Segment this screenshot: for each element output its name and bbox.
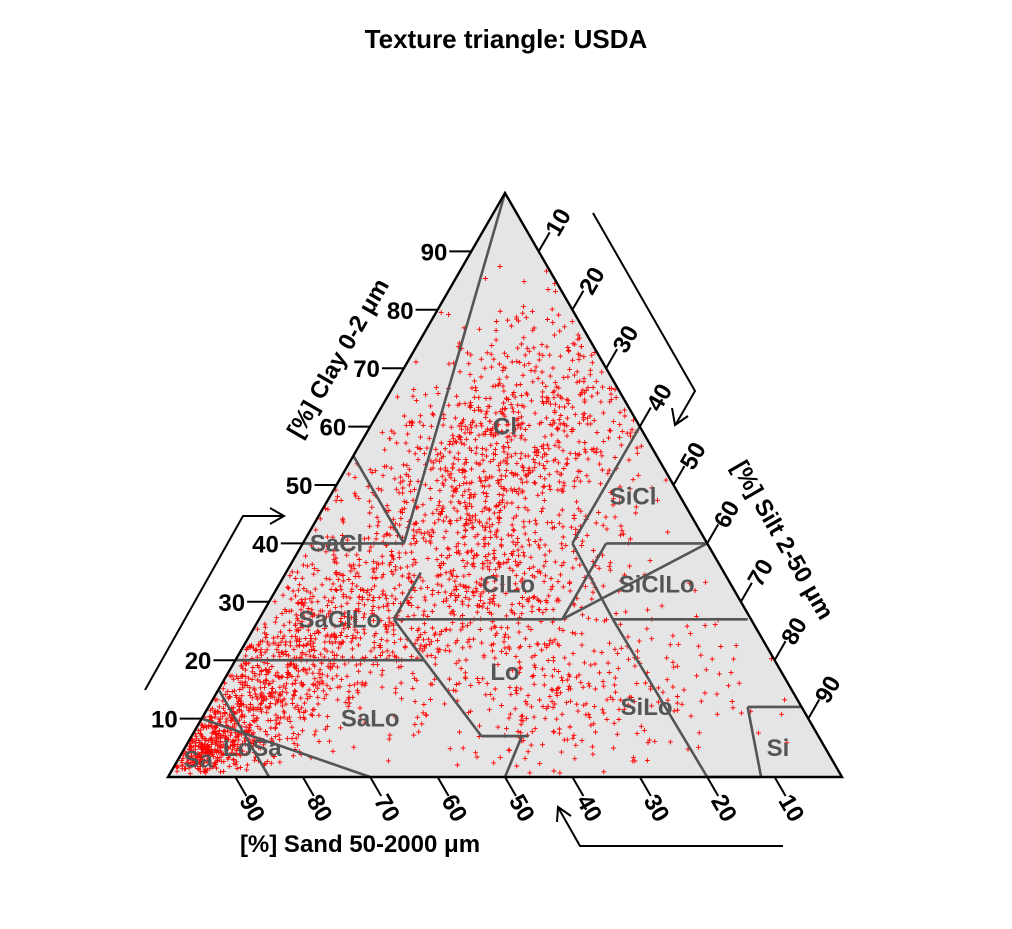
sand-tick-20 — [706, 776, 720, 797]
boundary-line-8 — [392, 571, 422, 620]
boundary-line-11 — [392, 618, 426, 661]
boundary-line-5 — [561, 542, 608, 620]
silt-tick-60 — [706, 523, 720, 544]
silt-tick-label: 70 — [743, 555, 780, 592]
silt-tick-label: 60 — [709, 496, 746, 533]
triangle-background — [168, 193, 842, 777]
clay-tick-label: 70 — [353, 356, 380, 383]
sand-tick-label: 60 — [436, 790, 473, 827]
boundary-line-22 — [201, 717, 371, 779]
clay-tick-label: 50 — [286, 473, 313, 500]
boundary-line-1 — [402, 192, 507, 544]
silt-tick-20 — [571, 290, 585, 311]
sand-tick-label: 30 — [638, 790, 675, 827]
class-label-sicllo: SiClLo — [619, 571, 695, 598]
class-label-silo: SiLo — [621, 694, 673, 721]
class-label-lo: Lo — [490, 659, 519, 686]
boundary-line-13 — [423, 659, 483, 737]
clay-tick-label: 90 — [421, 239, 448, 266]
clay-tick-label: 60 — [319, 415, 346, 442]
class-label-sicl: SiCl — [610, 484, 657, 511]
sand-tick-30 — [638, 776, 652, 797]
silt-tick-label: 10 — [540, 204, 577, 241]
clay-tick-label: 30 — [218, 590, 245, 617]
boundary-line-20 — [746, 706, 763, 778]
boundary-line-4 — [571, 425, 641, 545]
class-label-sacl: SaCl — [310, 530, 363, 557]
sand-tick-label: 80 — [301, 790, 338, 827]
boundary-line-6 — [561, 542, 708, 621]
boundary-line-2 — [352, 455, 406, 545]
silt-tick-30 — [605, 348, 618, 369]
silt-tick-label: 50 — [675, 438, 712, 475]
chart-title: Texture triangle: USDA — [365, 24, 648, 54]
silt-tick-40 — [638, 407, 652, 428]
clay-direction-arrow — [144, 507, 287, 691]
sand-tick-label: 90 — [233, 790, 270, 827]
sand-tick-40 — [571, 776, 585, 797]
data-points — [173, 264, 790, 777]
class-label-sa: Sa — [184, 746, 214, 773]
clay-tick-label: 10 — [151, 707, 178, 734]
boundary-line-17 — [611, 618, 709, 778]
sand-tick-label: 50 — [503, 790, 540, 827]
sand-tick-70 — [369, 776, 383, 797]
clay-tick-label: 40 — [252, 531, 279, 558]
class-label-si: Si — [767, 735, 790, 762]
silt-tick-50 — [672, 465, 686, 486]
boundary-line-10 — [571, 542, 614, 620]
class-label-salo: SaLo — [341, 706, 400, 733]
silt-tick-label: 30 — [608, 321, 645, 358]
scatter-point-marks — [173, 264, 790, 777]
sand-tick-label: 10 — [773, 790, 810, 827]
silt-tick-label: 20 — [574, 263, 611, 300]
sand-tick-label: 70 — [368, 790, 405, 827]
silt-tick-label: 90 — [810, 671, 847, 708]
class-label-sacllo: SaClLo — [299, 606, 382, 633]
sand-tick-60 — [436, 776, 450, 797]
sand-tick-10 — [773, 776, 787, 797]
clay-tick-label: 80 — [387, 298, 414, 325]
sand-tick-90 — [234, 776, 248, 797]
sand-axis-label: [%] Sand 50-2000 μm — [240, 831, 480, 858]
sand-direction-arrow — [556, 805, 783, 847]
sand-tick-80 — [301, 776, 315, 797]
sand-tick-50 — [504, 776, 517, 797]
class-label-cllo: ClLo — [482, 571, 535, 598]
silt-tick-70 — [740, 582, 753, 603]
clay-tick-label: 20 — [185, 648, 212, 675]
silt-direction-arrow — [592, 212, 697, 427]
sand-tick-label: 20 — [705, 790, 742, 827]
silt-tick-label: 80 — [776, 613, 813, 650]
silt-tick-90 — [807, 699, 821, 720]
silt-tick-80 — [773, 640, 787, 661]
class-label-cl: Cl — [493, 414, 517, 441]
silt-tick-10 — [537, 231, 551, 252]
sand-tick-label: 40 — [570, 790, 607, 827]
boundary-line-15 — [503, 735, 524, 778]
class-label-losa: LoSa — [223, 735, 282, 762]
